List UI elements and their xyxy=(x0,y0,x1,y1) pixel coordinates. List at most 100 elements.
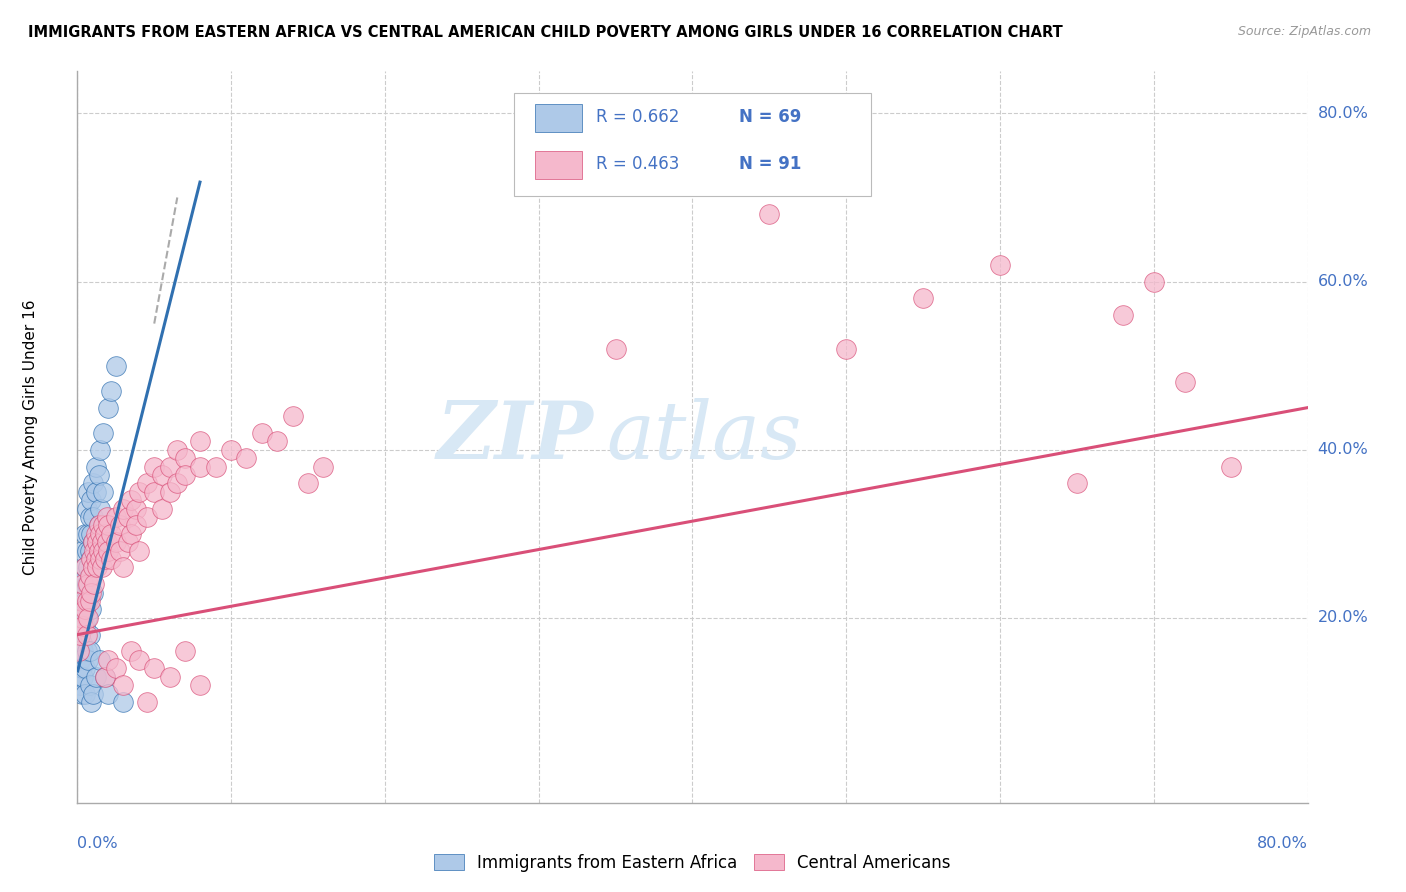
Point xyxy=(70,686,93,700)
Text: R = 0.662: R = 0.662 xyxy=(596,109,681,127)
Point xyxy=(988,258,1011,272)
Point xyxy=(104,535,127,549)
Point xyxy=(527,174,550,188)
Text: atlas: atlas xyxy=(606,399,801,475)
Point xyxy=(1174,376,1197,390)
Point xyxy=(82,535,104,549)
Point xyxy=(69,678,91,692)
Point xyxy=(94,670,117,684)
Point xyxy=(120,493,142,508)
Point xyxy=(73,619,96,633)
Point xyxy=(219,442,242,457)
Text: Source: ZipAtlas.com: Source: ZipAtlas.com xyxy=(1237,25,1371,38)
Point xyxy=(143,484,166,499)
Point xyxy=(188,678,212,692)
Point xyxy=(100,552,122,566)
Point xyxy=(128,543,150,558)
Point xyxy=(76,501,98,516)
Point xyxy=(166,442,188,457)
Point xyxy=(77,653,100,667)
Point xyxy=(297,476,319,491)
Point xyxy=(97,401,120,415)
Point xyxy=(76,627,98,641)
Point xyxy=(77,594,100,608)
Point xyxy=(80,585,103,599)
Point xyxy=(70,543,93,558)
Point xyxy=(120,526,142,541)
Point xyxy=(73,560,96,574)
Point xyxy=(112,560,135,574)
Point xyxy=(104,661,127,675)
Text: ZIP: ZIP xyxy=(437,399,595,475)
Point xyxy=(174,451,197,466)
Point xyxy=(69,611,91,625)
Text: Child Poverty Among Girls Under 16: Child Poverty Among Girls Under 16 xyxy=(22,300,38,574)
Point xyxy=(72,670,94,684)
Point xyxy=(89,526,111,541)
Point xyxy=(79,644,101,658)
Point xyxy=(76,611,98,625)
Point xyxy=(250,425,273,440)
Point xyxy=(87,518,110,533)
Point xyxy=(143,661,166,675)
Point xyxy=(159,484,181,499)
Point xyxy=(1143,275,1166,289)
Text: 80.0%: 80.0% xyxy=(1317,106,1368,121)
Text: N = 69: N = 69 xyxy=(740,109,801,127)
Point xyxy=(84,484,107,499)
Point xyxy=(86,535,108,549)
Point xyxy=(97,543,120,558)
Point xyxy=(120,644,142,658)
Text: 60.0%: 60.0% xyxy=(1317,274,1368,289)
Point xyxy=(96,510,118,524)
Point xyxy=(73,602,96,616)
Point xyxy=(77,560,100,574)
Point xyxy=(67,627,90,641)
Point xyxy=(80,602,103,616)
Point xyxy=(72,619,94,633)
Point xyxy=(69,577,91,591)
Text: R = 0.463: R = 0.463 xyxy=(596,155,681,173)
Point xyxy=(188,459,212,474)
Point xyxy=(94,552,117,566)
Point xyxy=(82,686,104,700)
Point xyxy=(72,611,94,625)
Point xyxy=(128,484,150,499)
FancyBboxPatch shape xyxy=(536,151,582,179)
Point xyxy=(135,476,157,491)
Point xyxy=(94,526,117,541)
Point xyxy=(117,535,139,549)
Point xyxy=(79,569,101,583)
Point xyxy=(80,552,103,566)
Point xyxy=(93,543,115,558)
Point xyxy=(72,644,94,658)
Point xyxy=(150,467,173,482)
Point xyxy=(84,670,107,684)
Point xyxy=(159,459,181,474)
Point xyxy=(84,526,107,541)
Point xyxy=(77,611,100,625)
Point xyxy=(73,594,96,608)
Text: 40.0%: 40.0% xyxy=(1317,442,1368,458)
Point xyxy=(70,636,93,650)
Point xyxy=(204,459,226,474)
Point xyxy=(135,695,157,709)
Point xyxy=(150,501,173,516)
Point xyxy=(96,535,118,549)
Point xyxy=(84,459,107,474)
Point xyxy=(79,543,101,558)
Point xyxy=(67,644,90,658)
Point xyxy=(70,594,93,608)
Point xyxy=(82,535,104,549)
Point xyxy=(73,526,96,541)
Point xyxy=(159,670,181,684)
Point xyxy=(82,585,104,599)
Point xyxy=(1219,459,1241,474)
Point xyxy=(104,510,127,524)
Point xyxy=(93,484,115,499)
Text: IMMIGRANTS FROM EASTERN AFRICA VS CENTRAL AMERICAN CHILD POVERTY AMONG GIRLS UND: IMMIGRANTS FROM EASTERN AFRICA VS CENTRA… xyxy=(28,25,1063,40)
Point xyxy=(94,670,117,684)
Point xyxy=(112,695,135,709)
Point xyxy=(69,627,91,641)
Point xyxy=(125,501,148,516)
